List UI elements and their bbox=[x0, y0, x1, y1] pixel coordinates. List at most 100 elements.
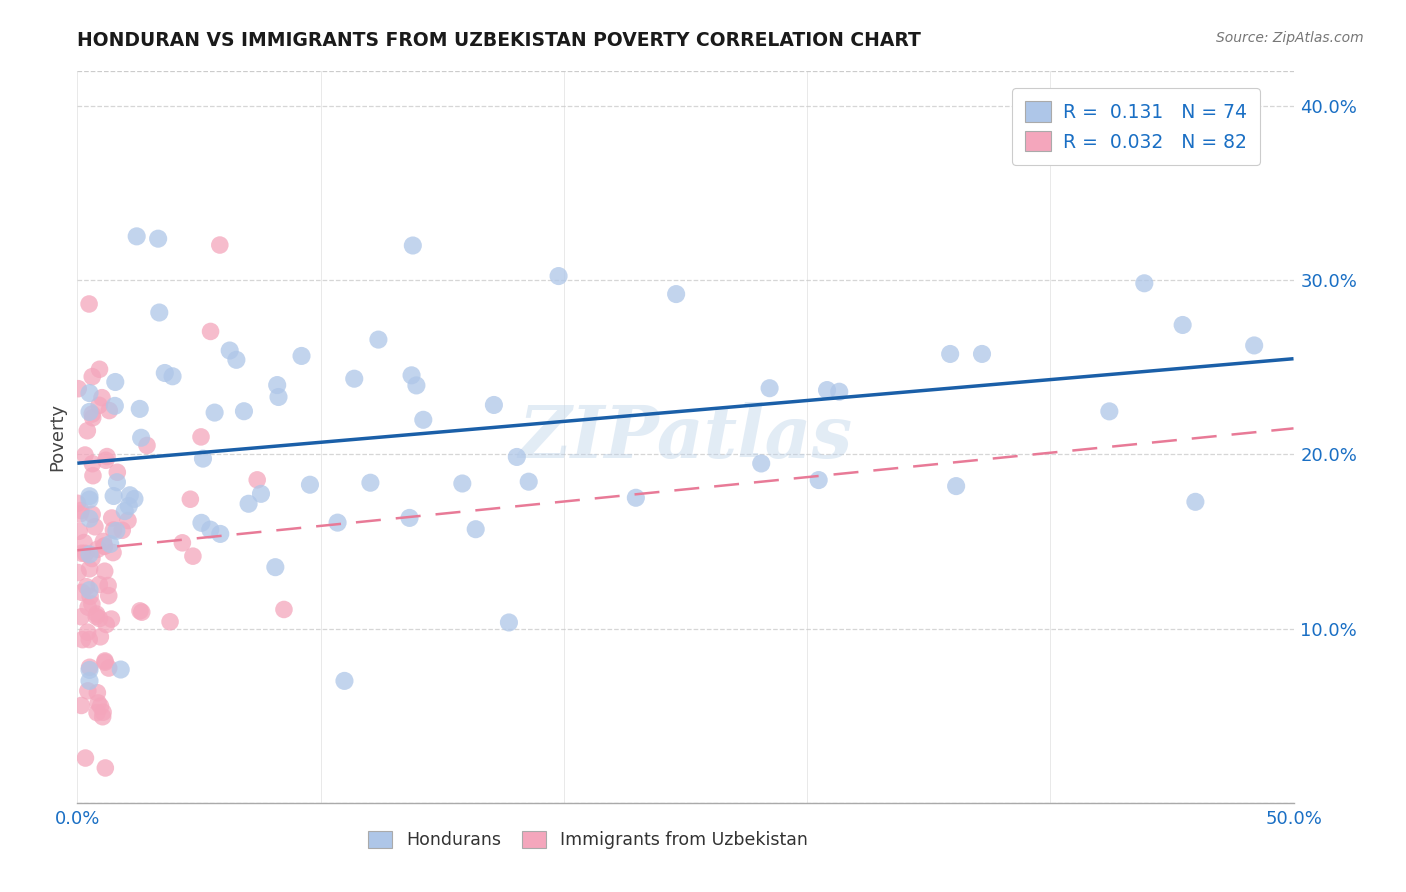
Point bbox=[94, 453, 117, 467]
Point bbox=[73, 448, 96, 462]
Point bbox=[82, 410, 104, 425]
Point bbox=[79, 489, 101, 503]
Point bbox=[94, 654, 117, 668]
Point bbox=[75, 751, 97, 765]
Point bbox=[267, 390, 290, 404]
Point bbox=[89, 362, 111, 376]
Point bbox=[69, 507, 91, 521]
Point bbox=[401, 368, 423, 383]
Point bbox=[80, 597, 103, 611]
Point bbox=[86, 542, 108, 557]
Text: Source: ZipAtlas.com: Source: ZipAtlas.com bbox=[1216, 31, 1364, 45]
Point bbox=[98, 537, 121, 551]
Point bbox=[79, 492, 101, 507]
Point bbox=[93, 539, 115, 553]
Point bbox=[79, 663, 101, 677]
Point bbox=[67, 382, 90, 396]
Point bbox=[93, 534, 115, 549]
Point bbox=[624, 491, 647, 505]
Point bbox=[367, 333, 389, 347]
Point bbox=[79, 660, 101, 674]
Point bbox=[76, 684, 98, 698]
Point bbox=[66, 496, 89, 510]
Point bbox=[73, 535, 96, 549]
Point bbox=[402, 238, 425, 252]
Point bbox=[105, 475, 128, 490]
Point bbox=[89, 577, 111, 591]
Point bbox=[87, 696, 110, 710]
Point bbox=[91, 391, 114, 405]
Legend: Hondurans, Immigrants from Uzbekistan: Hondurans, Immigrants from Uzbekistan bbox=[361, 824, 815, 856]
Point bbox=[89, 611, 111, 625]
Point bbox=[98, 403, 121, 417]
Point bbox=[110, 663, 132, 677]
Point bbox=[93, 539, 115, 553]
Point bbox=[517, 475, 540, 489]
Point bbox=[204, 406, 226, 420]
Point bbox=[970, 347, 993, 361]
Point bbox=[70, 585, 93, 599]
Point bbox=[70, 503, 93, 517]
Point bbox=[94, 655, 117, 669]
Point bbox=[190, 430, 212, 444]
Point bbox=[266, 378, 288, 392]
Point bbox=[128, 401, 150, 416]
Point bbox=[111, 523, 134, 537]
Point bbox=[79, 590, 101, 604]
Point bbox=[72, 632, 94, 647]
Point bbox=[405, 378, 427, 392]
Point bbox=[79, 386, 101, 401]
Point bbox=[482, 398, 505, 412]
Point bbox=[97, 578, 120, 592]
Point bbox=[89, 398, 111, 412]
Point bbox=[77, 632, 100, 647]
Text: ZIPatlas: ZIPatlas bbox=[519, 401, 852, 473]
Point bbox=[79, 562, 101, 576]
Point bbox=[75, 580, 97, 594]
Point bbox=[96, 617, 118, 632]
Point bbox=[84, 609, 107, 624]
Point bbox=[114, 504, 136, 518]
Point bbox=[67, 566, 90, 580]
Point bbox=[100, 511, 122, 525]
Point bbox=[118, 488, 141, 502]
Point bbox=[79, 405, 101, 419]
Point bbox=[77, 297, 100, 311]
Point bbox=[86, 607, 108, 621]
Point bbox=[79, 583, 101, 598]
Point bbox=[172, 536, 194, 550]
Point bbox=[250, 487, 273, 501]
Point bbox=[1184, 495, 1206, 509]
Point bbox=[129, 431, 152, 445]
Point bbox=[200, 325, 222, 339]
Point bbox=[105, 524, 128, 538]
Point bbox=[79, 548, 101, 562]
Point bbox=[93, 564, 115, 578]
Point bbox=[218, 343, 240, 358]
Point bbox=[104, 399, 127, 413]
Point bbox=[665, 287, 688, 301]
Point bbox=[97, 589, 120, 603]
Point bbox=[290, 349, 312, 363]
Point bbox=[82, 369, 104, 384]
Point bbox=[124, 491, 146, 506]
Point bbox=[103, 489, 125, 503]
Point bbox=[945, 479, 967, 493]
Point bbox=[464, 522, 486, 536]
Point bbox=[233, 404, 256, 418]
Point bbox=[118, 499, 141, 513]
Point bbox=[1243, 338, 1265, 352]
Point bbox=[70, 698, 93, 713]
Point bbox=[238, 497, 260, 511]
Point bbox=[100, 612, 122, 626]
Point bbox=[96, 450, 118, 464]
Point bbox=[749, 457, 772, 471]
Point bbox=[225, 352, 247, 367]
Point bbox=[273, 602, 295, 616]
Point bbox=[1133, 277, 1156, 291]
Point bbox=[91, 710, 114, 724]
Point bbox=[208, 238, 231, 252]
Text: HONDURAN VS IMMIGRANTS FROM UZBEKISTAN POVERTY CORRELATION CHART: HONDURAN VS IMMIGRANTS FROM UZBEKISTAN P… bbox=[77, 31, 921, 50]
Point bbox=[77, 600, 100, 615]
Point bbox=[136, 438, 159, 452]
